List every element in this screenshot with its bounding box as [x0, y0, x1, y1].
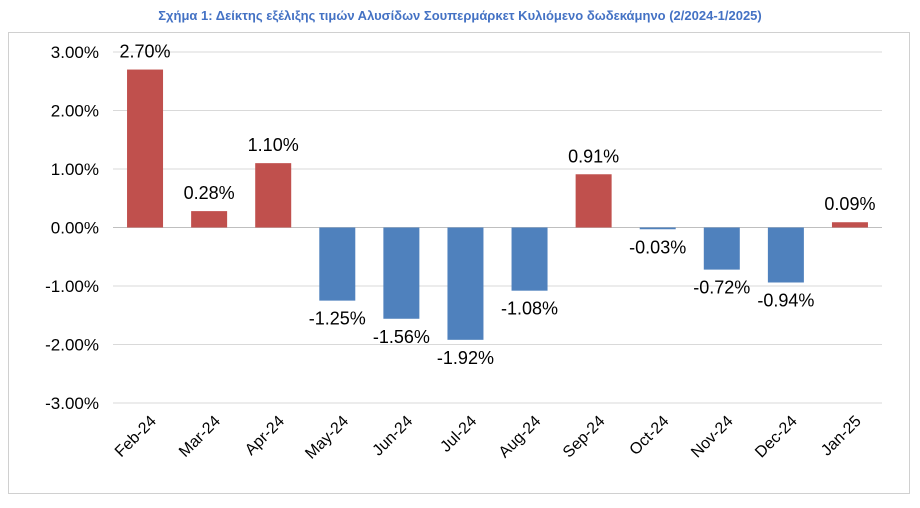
bar: [703, 227, 740, 270]
data-label: 0.28%: [184, 183, 235, 203]
x-tick-label: Feb-24: [112, 413, 160, 461]
data-label: -0.94%: [757, 290, 814, 310]
data-label: -1.25%: [309, 309, 366, 329]
data-label: -0.03%: [629, 237, 686, 257]
data-label: -1.56%: [373, 327, 430, 347]
bar: [319, 227, 356, 301]
x-tick-label: Oct-24: [627, 413, 673, 459]
data-label: -0.72%: [693, 278, 750, 298]
data-label: 2.70%: [120, 42, 171, 62]
bar: [255, 163, 292, 228]
data-label: 0.91%: [568, 146, 619, 166]
chart-title: Σχήμα 1: Δείκτης εξέλιξης τιμών Αλυσίδων…: [158, 8, 762, 23]
y-tick-label: 0.00%: [51, 219, 99, 238]
y-tick-label: 1.00%: [51, 160, 99, 179]
x-tick-label: Dec-24: [752, 413, 801, 462]
chart-frame: [8, 32, 910, 494]
y-tick-label: -3.00%: [45, 394, 99, 413]
x-tick-label: Mar-24: [176, 413, 224, 461]
y-tick-label: -1.00%: [45, 277, 99, 296]
x-tick-label: Nov-24: [688, 413, 737, 462]
data-label: 0.09%: [824, 194, 875, 214]
bar: [831, 222, 868, 228]
bar: [575, 174, 612, 228]
bar: [639, 227, 676, 230]
data-label: 1.10%: [248, 135, 299, 155]
bar: [447, 227, 484, 340]
y-tick-label: 2.00%: [51, 102, 99, 121]
bar: [383, 227, 420, 319]
bar: [511, 227, 548, 291]
x-tick-label: Jul-24: [437, 413, 480, 456]
x-tick-label: Jan-25: [818, 413, 865, 460]
data-label: -1.92%: [437, 348, 494, 368]
x-tick-label: Sep-24: [560, 413, 609, 462]
data-label: -1.08%: [501, 299, 558, 319]
x-tick-label: Aug-24: [496, 413, 545, 462]
x-tick-label: May-24: [302, 413, 352, 463]
y-tick-label: 3.00%: [51, 43, 99, 62]
bar: [191, 211, 228, 228]
bar: [127, 69, 164, 228]
x-tick-label: Apr-24: [242, 413, 288, 459]
bar: [767, 227, 804, 283]
x-tick-label: Jun-24: [370, 413, 417, 460]
y-tick-label: -2.00%: [45, 336, 99, 355]
